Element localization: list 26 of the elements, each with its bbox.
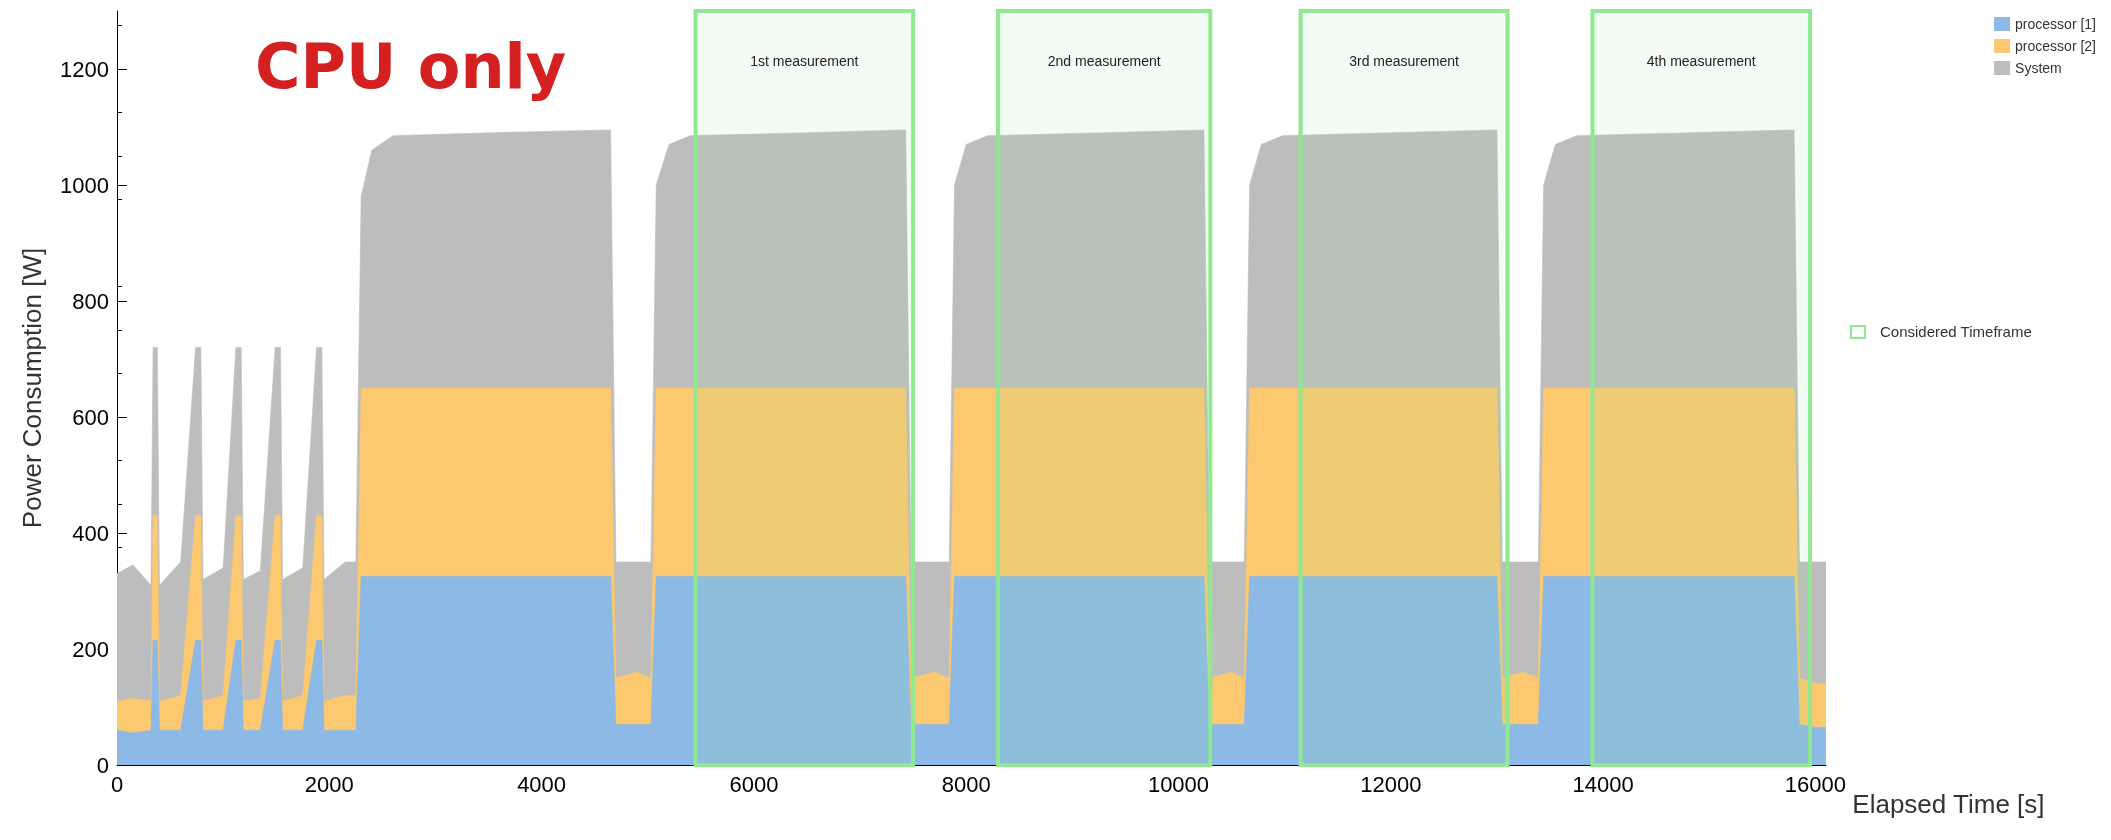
x-axis-title: Elapsed Time [s] — [1852, 789, 2045, 819]
band-label: 4th measurement — [1646, 53, 1756, 69]
y-tick-label: 1200 — [60, 56, 109, 82]
x-tick-label: 6000 — [729, 771, 779, 797]
band-label: 2nd measurement — [1047, 53, 1161, 69]
y-tick-label: 1000 — [60, 172, 109, 198]
x-tick-label: 10000 — [1147, 771, 1210, 797]
x-tick-label: 14000 — [1572, 771, 1634, 797]
annotation: CPU only — [255, 29, 567, 103]
legend-label: System — [2015, 60, 2062, 76]
band-label: 3rd measurement — [1349, 53, 1460, 69]
x-tick-label: 4000 — [517, 771, 567, 797]
legend-label: processor [1] — [2015, 16, 2097, 32]
x-tick-label: 8000 — [941, 771, 991, 797]
y-tick-label: 600 — [72, 404, 109, 430]
y-tick-label: 400 — [72, 520, 109, 546]
band-label: 1st measurement — [750, 53, 859, 69]
y-tick-label: 0 — [96, 752, 109, 778]
x-tick-label: 2000 — [304, 771, 354, 797]
x-tick-label: 12000 — [1360, 771, 1422, 797]
text: Considered Timeframe — [1880, 323, 2032, 340]
y-axis-title: Power Consumption [W] — [17, 247, 47, 529]
x-tick-label: 16000 — [1784, 771, 1846, 797]
y-tick-label: 800 — [72, 288, 109, 314]
legend-label: processor [2] — [2015, 38, 2097, 54]
y-tick-label: 200 — [72, 636, 109, 662]
